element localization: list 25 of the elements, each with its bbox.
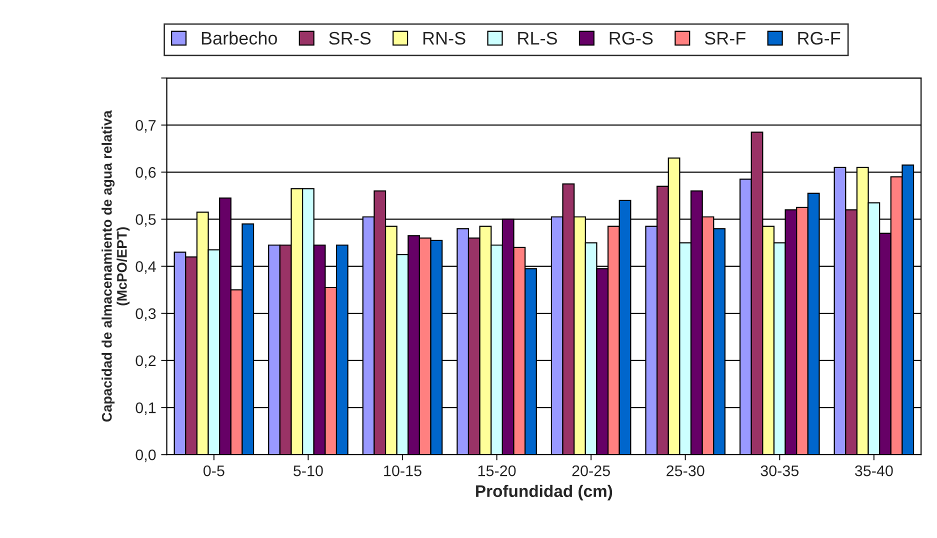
y-tick-label: 0,7 [136, 120, 156, 133]
x-tick-label: 20-25 [572, 465, 610, 476]
x-tick-label: 10-15 [384, 465, 422, 476]
x-tick-label: 5-10 [294, 465, 323, 476]
y-tick-label: 0,3 [136, 308, 156, 321]
x-tick-label: 25-30 [666, 465, 704, 476]
y-tick-label: 0,2 [136, 355, 156, 368]
legend-label: SR-S [329, 32, 371, 45]
x-tick-label: 0-5 [203, 465, 224, 476]
x-tick-label: 35-40 [854, 465, 893, 476]
y-tick-label: 0,5 [136, 214, 156, 227]
legend-label: RN-S [423, 32, 466, 45]
y-axis-title: Capacidad de almacenamiento de agua relativa (McPO/EPT) [102, 110, 130, 422]
x-tick-label: 15-20 [478, 465, 516, 476]
y-tick-label: 0,6 [136, 167, 156, 180]
y-tick-label: 0,0 [136, 449, 156, 462]
x-tick-label: 30-35 [760, 465, 799, 476]
y-tick-label: 0,1 [136, 402, 156, 416]
y-tick-label: 0,4 [136, 261, 156, 274]
legend-label: SR-F [704, 32, 746, 45]
legend-label: RL-S [518, 32, 557, 45]
legend-label: Barbecho [202, 31, 277, 45]
legend-label: RG-F [798, 32, 840, 45]
legend-label: RG-S [610, 32, 653, 45]
x-axis-title: Profundidad (cm) [476, 484, 612, 500]
